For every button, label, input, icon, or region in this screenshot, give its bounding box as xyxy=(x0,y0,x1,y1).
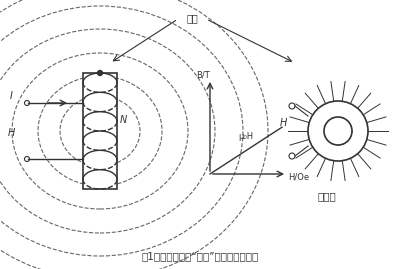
Bar xyxy=(83,73,117,189)
Text: 顶视图: 顶视图 xyxy=(318,191,337,201)
Text: B/T: B/T xyxy=(196,70,210,79)
Text: 图1当被激励时，“发射”磁通的空心线圈: 图1当被激励时，“发射”磁通的空心线圈 xyxy=(141,251,259,261)
Text: μ₀H: μ₀H xyxy=(238,132,253,141)
Text: N: N xyxy=(120,115,127,125)
Text: I: I xyxy=(10,91,13,101)
Text: H: H xyxy=(280,118,287,128)
Circle shape xyxy=(308,101,368,161)
Circle shape xyxy=(324,117,352,145)
Text: H/Oe: H/Oe xyxy=(288,172,309,181)
Circle shape xyxy=(98,70,102,76)
Text: H: H xyxy=(8,128,15,138)
Text: 磁通: 磁通 xyxy=(186,13,198,23)
